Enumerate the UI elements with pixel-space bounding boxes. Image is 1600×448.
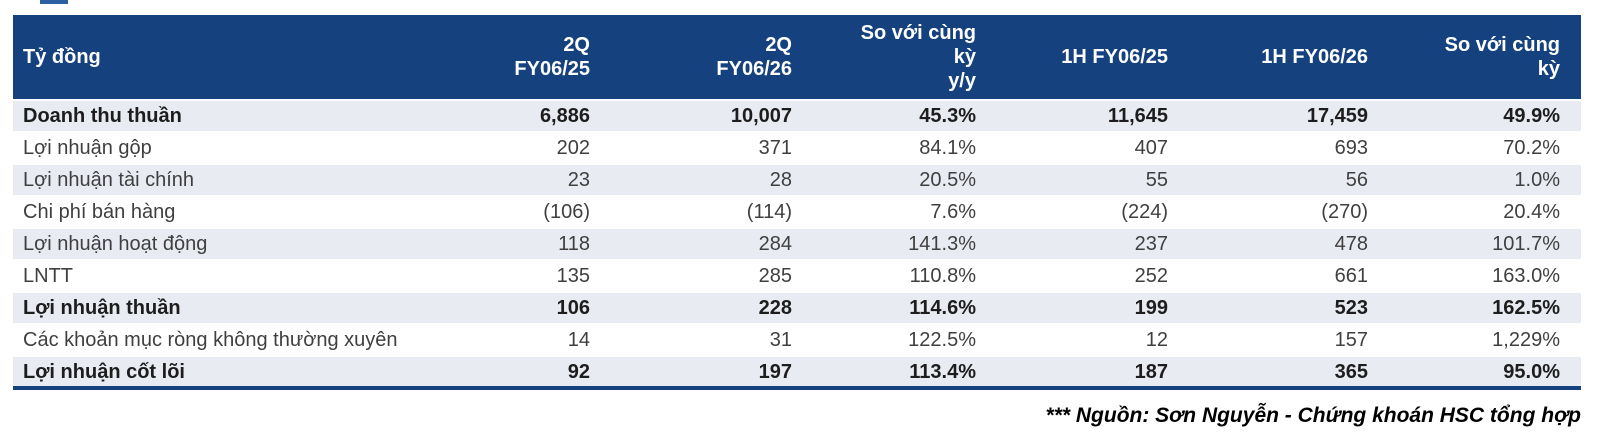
cell-value: 7.6% — [813, 195, 997, 228]
cell-value: 407 — [997, 131, 1189, 164]
cell-value: 20.4% — [1389, 195, 1581, 228]
cell-value: 92 — [410, 355, 611, 388]
cell-value: 371 — [611, 131, 813, 164]
cell-value: 163.0% — [1389, 259, 1581, 292]
cell-value: 237 — [997, 227, 1189, 260]
row-label: Doanh thu thuần — [13, 99, 410, 132]
source-note: *** Nguồn: Sơn Nguyễn - Chứng khoán HSC … — [1045, 404, 1581, 427]
cell-value: 228 — [611, 291, 813, 324]
header-row: Tỷ đồng 2Q FY06/25 2Q FY06/26 So với cùn… — [13, 15, 1581, 100]
cell-value: 693 — [1189, 131, 1389, 164]
cell-value: 23 — [410, 163, 611, 196]
table-row: LNTT 135 285 110.8% 252 661 163.0% — [13, 259, 1581, 292]
cell-value: 141.3% — [813, 227, 997, 260]
row-label: Các khoản mục ròng không thường xuyên — [13, 323, 410, 356]
cell-value: 284 — [611, 227, 813, 260]
column-header-2q-fy0626: 2Q FY06/26 — [611, 15, 813, 100]
cell-value: (106) — [410, 195, 611, 228]
financial-summary-table: Tỷ đồng 2Q FY06/25 2Q FY06/26 So với cùn… — [13, 15, 1581, 390]
cell-value: 106 — [410, 291, 611, 324]
cell-value: 661 — [1189, 259, 1389, 292]
cell-value: 118 — [410, 227, 611, 260]
cell-value: 122.5% — [813, 323, 997, 356]
table-row: Chi phí bán hàng (106) (114) 7.6% (224) (270)… — [13, 195, 1581, 228]
row-label: LNTT — [13, 259, 410, 292]
row-label: Lợi nhuận gộp — [13, 131, 410, 164]
cell-value: 110.8% — [813, 259, 997, 292]
cell-value: 113.4% — [813, 355, 997, 388]
cell-value: 10,007 — [611, 99, 813, 132]
table-row: Lợi nhuận thuần 106 228 114.6% 199 523 162.5% — [13, 291, 1581, 324]
cell-value: 17,459 — [1189, 99, 1389, 132]
cell-value: 20.5% — [813, 163, 997, 196]
table-row: Lợi nhuận cốt lõi 92 197 113.4% 187 365 95.0% — [13, 355, 1581, 388]
column-header-yoy-half: So với cùng kỳ — [1389, 15, 1581, 100]
cell-value: 252 — [997, 259, 1189, 292]
cell-value: 11,645 — [997, 99, 1189, 132]
table-row: Các khoản mục ròng không thường xuyên 14 3… — [13, 323, 1581, 356]
cell-value: 45.3% — [813, 99, 997, 132]
column-header-1h-fy0625: 1H FY06/25 — [997, 15, 1189, 100]
cell-value: (270) — [1189, 195, 1389, 228]
cell-value: 95.0% — [1389, 355, 1581, 388]
column-header-yoy-quarter: So với cùng kỳ y/y — [813, 15, 997, 100]
cell-value: 197 — [611, 355, 813, 388]
cell-value: 1.0% — [1389, 163, 1581, 196]
table-body: Doanh thu thuần 6,886 10,007 45.3% 11,645 17,… — [13, 99, 1581, 388]
row-label: Lợi nhuận tài chính — [13, 163, 410, 196]
table-row: Lợi nhuận hoạt động 118 284 141.3% 237 478 101… — [13, 227, 1581, 260]
cell-value: 199 — [997, 291, 1189, 324]
cell-value: 6,886 — [410, 99, 611, 132]
cell-value: 70.2% — [1389, 131, 1581, 164]
table-row: Doanh thu thuần 6,886 10,007 45.3% 11,645 17,… — [13, 99, 1581, 132]
row-label: Lợi nhuận thuần — [13, 291, 410, 324]
cell-value: 31 — [611, 323, 813, 356]
cell-value: 478 — [1189, 227, 1389, 260]
cell-value: 56 — [1189, 163, 1389, 196]
cell-value: 157 — [1189, 323, 1389, 356]
cell-value: 1,229% — [1389, 323, 1581, 356]
cell-value: 49.9% — [1389, 99, 1581, 132]
cell-value: 28 — [611, 163, 813, 196]
cell-value: 187 — [997, 355, 1189, 388]
table-row: Lợi nhuận tài chính 23 28 20.5% 55 56 1.0% — [13, 163, 1581, 196]
cell-value: 55 — [997, 163, 1189, 196]
column-header-unit: Tỷ đồng — [13, 15, 410, 100]
cell-value: 523 — [1189, 291, 1389, 324]
cell-value: 84.1% — [813, 131, 997, 164]
cell-value: 14 — [410, 323, 611, 356]
row-label: Lợi nhuận cốt lõi — [13, 355, 410, 388]
table-row: Lợi nhuận gộp 202 371 84.1% 407 693 70.2% — [13, 131, 1581, 164]
row-label: Chi phí bán hàng — [13, 195, 410, 228]
cell-value: 162.5% — [1389, 291, 1581, 324]
cell-value: (114) — [611, 195, 813, 228]
cell-value: 12 — [997, 323, 1189, 356]
cell-value: 285 — [611, 259, 813, 292]
column-header-2q-fy0625: 2Q FY06/25 — [410, 15, 611, 100]
cell-value: 365 — [1189, 355, 1389, 388]
cell-value: 202 — [410, 131, 611, 164]
table-header: Tỷ đồng 2Q FY06/25 2Q FY06/26 So với cùn… — [13, 15, 1581, 100]
cell-value: 135 — [410, 259, 611, 292]
cell-value: 101.7% — [1389, 227, 1581, 260]
crop-artifact — [40, 0, 68, 4]
cell-value: (224) — [997, 195, 1189, 228]
row-label: Lợi nhuận hoạt động — [13, 227, 410, 260]
column-header-1h-fy0626: 1H FY06/26 — [1189, 15, 1389, 100]
cell-value: 114.6% — [813, 291, 997, 324]
